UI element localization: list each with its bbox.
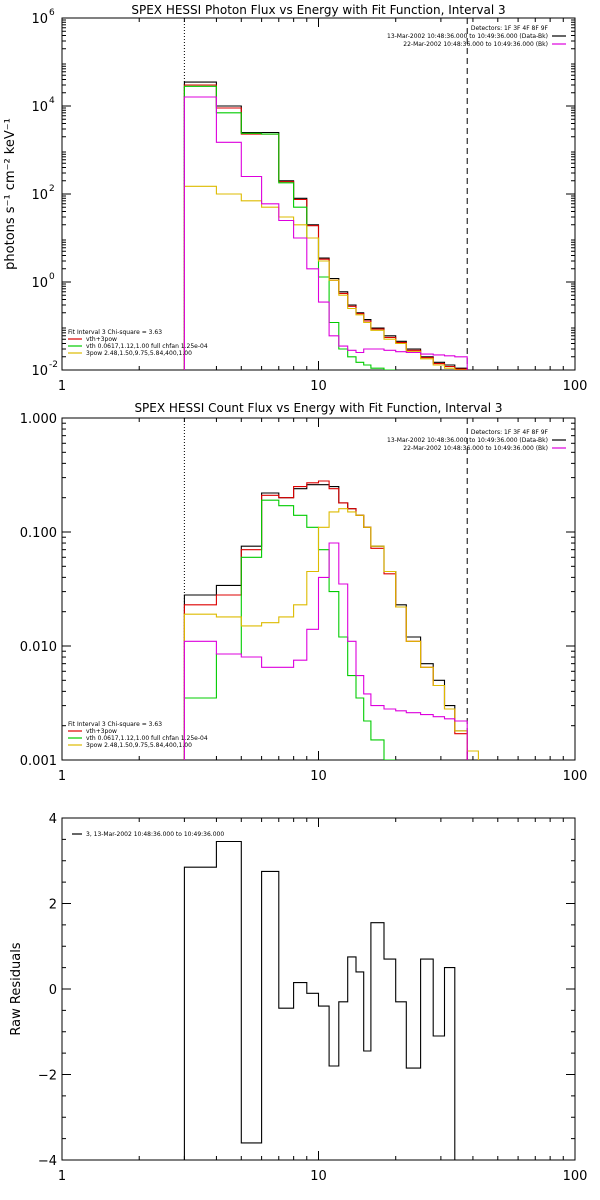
y-axis-label: photons s⁻¹ cm⁻² keV⁻¹ — [3, 118, 18, 270]
y-tick-label: 0 — [49, 983, 57, 998]
x-tick-label: 10 — [310, 379, 327, 394]
info-text: Detectors: 1F 3F 4F 8F 9F — [471, 429, 549, 436]
chart-panel-2: SPEX HESSI Count Flux vs Energy with Fit… — [20, 401, 588, 784]
x-tick-label: 10 — [310, 1169, 327, 1184]
y-tick-label: 10 — [31, 12, 48, 27]
series-4-step-line — [183, 508, 479, 760]
series-1-step-line — [183, 840, 468, 1160]
x-tick-label: 100 — [563, 769, 588, 784]
y-tick-label: 10 — [31, 364, 48, 379]
series-2-step-line — [183, 84, 468, 370]
info-text: 13-Mar-2002 10:48:36.000 to 10:49:36.000… — [387, 437, 548, 444]
y-tick-exponent: 6 — [49, 8, 55, 18]
legend-text: 3, 13-Mar-2002 10:48:36.000 to 10:49:36.… — [86, 831, 224, 838]
plot-frame — [61, 817, 576, 1161]
series-5-step-line — [183, 96, 468, 370]
series-3-step-line — [183, 499, 396, 760]
y-tick-label: 0.001 — [20, 754, 57, 769]
fit-legend-text: vth 0.0617,1.12,1.00 full chfan 1.25e-04 — [86, 343, 208, 350]
y-tick-label: 0.010 — [20, 640, 57, 655]
fit-legend-text: 3pow 2.48,1.50,9.75,5.84,400,1.00 — [86, 350, 192, 357]
fit-legend-text: 3pow 2.48,1.50,9.75,5.84,400,1.00 — [86, 742, 192, 749]
fit-legend-text: vth 0.0617,1.12,1.00 full chfan 1.25e-04 — [86, 735, 208, 742]
x-tick-label: 1 — [58, 769, 66, 784]
x-tick-label: 100 — [563, 379, 588, 394]
y-tick-label: 10 — [31, 276, 48, 291]
series-5-step-line — [183, 542, 468, 760]
chart-title: SPEX HESSI Count Flux vs Energy with Fit… — [134, 401, 502, 415]
chart-title: SPEX HESSI Photon Flux vs Energy with Fi… — [131, 3, 505, 17]
series-1-step-line — [183, 81, 468, 370]
chart-panel-3: Raw Residuals 1 10 100 −4 −2 0 2 4 3, 13-Mar-2002… — [9, 812, 587, 1184]
info-text: 13-Mar-2002 10:48:36.000 to 10:49:36.000… — [387, 33, 548, 40]
chart-panel-1: SPEX HESSI Photon Flux vs Energy with Fi… — [3, 3, 587, 394]
series-1-step-line — [183, 484, 468, 760]
y-tick-exponent: 2 — [49, 184, 55, 194]
y-tick-label: 10 — [31, 188, 48, 203]
y-tick-label: −2 — [38, 1069, 57, 1084]
fit-legend-text: Fit Interval 3 Chi-square = 3.63 — [68, 329, 162, 336]
info-text: Detectors: 1F 3F 4F 8F 9F — [471, 25, 549, 32]
y-tick-label: 2 — [49, 898, 57, 913]
y-tick-exponent: -2 — [49, 360, 58, 370]
x-tick-label: 10 — [310, 769, 327, 784]
y-tick-label: 0.100 — [20, 526, 57, 541]
y-tick-label: 4 — [49, 812, 57, 827]
y-tick-label: 10 — [31, 100, 48, 115]
fit-legend-text: vth+3pow — [86, 728, 117, 735]
series-4-step-line — [183, 185, 468, 370]
x-tick-label: 1 — [58, 379, 66, 394]
info-text: 22-Mar-2002 10:48:36.000 to 10:49:36.000… — [403, 445, 548, 452]
series-2-step-line — [183, 480, 468, 760]
y-tick-exponent: 4 — [49, 96, 55, 106]
fit-legend-text: vth+3pow — [86, 336, 117, 343]
y-tick-exponent: 0 — [49, 272, 55, 282]
y-tick-label: 1.000 — [20, 412, 57, 427]
y-axis-label: Raw Residuals — [9, 942, 24, 1035]
plot-frame — [61, 17, 576, 371]
fit-legend-text: Fit Interval 3 Chi-square = 3.63 — [68, 721, 162, 728]
x-tick-label: 100 — [563, 1169, 588, 1184]
x-tick-label: 1 — [58, 1169, 66, 1184]
y-tick-label: −4 — [38, 1154, 57, 1169]
info-text: 22-Mar-2002 10:48:36.000 to 10:49:36.000… — [403, 41, 548, 48]
